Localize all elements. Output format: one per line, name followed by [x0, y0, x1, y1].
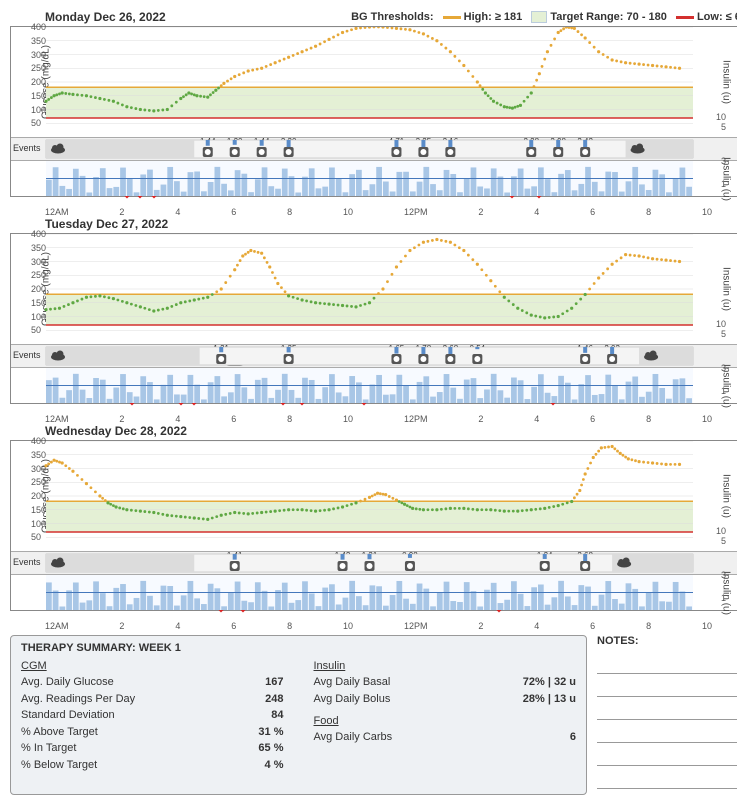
summary-row: Avg. Readings Per Day248	[21, 691, 284, 708]
bg-thresholds-legend: BG Thresholds: High: ≥ 181 Target Range:…	[351, 11, 737, 23]
glucose-chart: Glucose (mg/dL) Insulin (u)5010015020025…	[11, 234, 737, 345]
notes-section: NOTES:	[597, 635, 737, 795]
summary-row: % Below Target4 %	[21, 757, 284, 774]
basal-chart: Insulin (u)13	[11, 575, 737, 610]
events-row: Events1.441.201.442.304.713.252.162.282.…	[11, 138, 737, 161]
note-line[interactable]	[597, 726, 737, 743]
therapy-summary: THERAPY SUMMARY: WEEK 1 CGM Avg. Daily G…	[10, 635, 587, 795]
insulin-header: Insulin	[314, 660, 577, 672]
summary-row: % Above Target31 %	[21, 724, 284, 741]
summary-row: % In Target65 %	[21, 740, 284, 757]
summary-row: Avg Daily Basal72% | 32 u	[314, 674, 577, 691]
x-axis: 12AM24681012PM246810	[10, 412, 737, 424]
basal-chart: Insulin (u)131.6001.4001.4001.700	[11, 161, 737, 196]
notes-title: NOTES:	[597, 635, 737, 647]
summary-row: Avg Daily Bolus28% | 13 u	[314, 691, 577, 708]
note-line[interactable]	[597, 749, 737, 766]
day-panel: Glucose (mg/dL) Insulin (u)5010015020025…	[10, 440, 737, 611]
summary-row: Standard Deviation84	[21, 707, 284, 724]
glucose-chart: Glucose (mg/dL) Insulin (u)5010015020025…	[11, 27, 737, 138]
day-panel: Glucose (mg/dL) Insulin (u)5010015020025…	[10, 26, 737, 197]
summary-row: Avg Daily Carbs6	[314, 729, 577, 746]
note-line[interactable]	[597, 703, 737, 720]
basal-chart: Insulin (u)131.700	[11, 368, 737, 403]
note-line[interactable]	[597, 772, 737, 789]
events-row: Events1.411.421.310.981.242.68	[11, 552, 737, 575]
note-line[interactable]	[597, 657, 737, 674]
note-line[interactable]	[597, 680, 737, 697]
day-panel: Glucose (mg/dL) Insulin (u)5010015020025…	[10, 233, 737, 404]
glucose-chart: Glucose (mg/dL) Insulin (u)5010015020025…	[11, 441, 737, 552]
summary-title: THERAPY SUMMARY: WEEK 1	[21, 642, 576, 654]
x-axis: 12AM24681012PM246810	[10, 619, 737, 631]
events-row: Events1.311.351.651.782.680.541.462.0322…	[11, 345, 737, 368]
x-axis: 12AM24681012PM246810	[10, 205, 737, 217]
food-header: Food	[314, 715, 577, 727]
cgm-header: CGM	[21, 660, 284, 672]
summary-row: Avg. Daily Glucose167	[21, 674, 284, 691]
